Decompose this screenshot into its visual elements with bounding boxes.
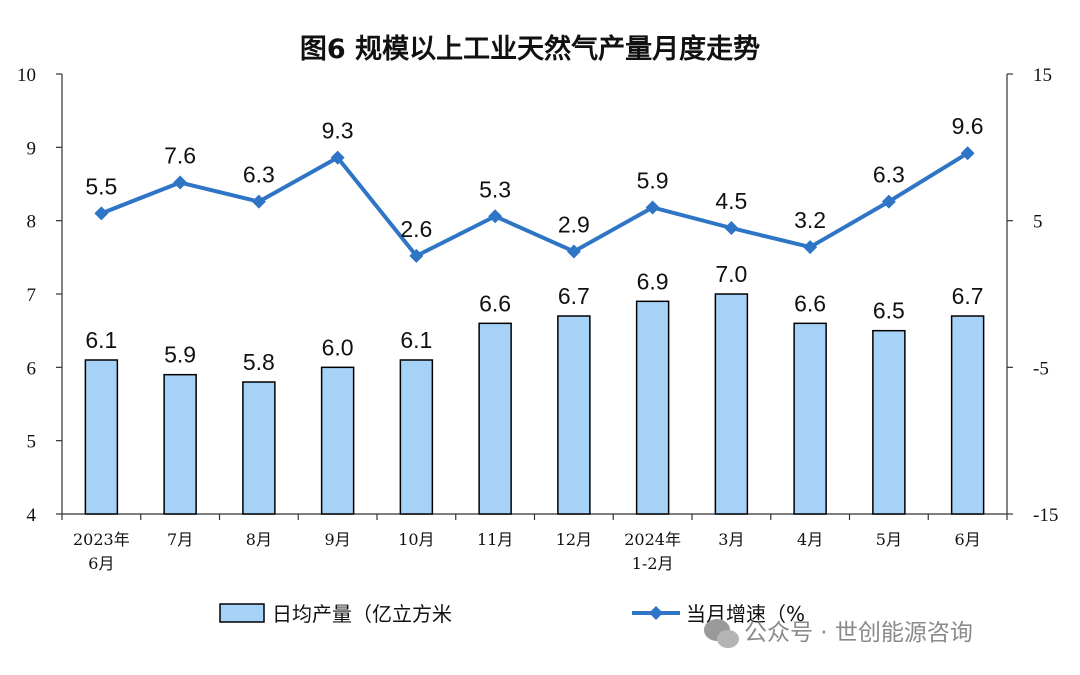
bar bbox=[793, 322, 827, 515]
x-tick-label: 8月 bbox=[246, 530, 272, 549]
legend-bar-label: 日均产量（亿立方米 bbox=[272, 602, 452, 626]
bar bbox=[478, 322, 512, 515]
x-tick-label: 12月 bbox=[556, 530, 592, 549]
y-left-tick-label: 5 bbox=[27, 432, 37, 453]
x-tick-label: 3月 bbox=[718, 530, 744, 549]
x-tick-label: 6月 bbox=[955, 530, 981, 549]
line-data-label: 6.3 bbox=[873, 162, 905, 188]
bar-data-label: 6.0 bbox=[322, 334, 354, 360]
line-data-label: 5.3 bbox=[479, 176, 511, 202]
y-left-tick-label: 6 bbox=[27, 358, 37, 379]
line-data-label: 2.9 bbox=[558, 211, 590, 237]
bar-data-label: 6.5 bbox=[873, 298, 905, 324]
bar bbox=[320, 366, 355, 515]
y-left-tick-label: 8 bbox=[27, 212, 37, 233]
bar-data-label: 6.9 bbox=[637, 268, 669, 294]
line-data-label: 9.6 bbox=[952, 113, 984, 139]
bar bbox=[557, 315, 591, 515]
bar-data-label: 6.6 bbox=[479, 290, 511, 316]
x-tick-label: 10月 bbox=[398, 530, 434, 549]
bar bbox=[84, 359, 119, 515]
y-left-tick-label: 9 bbox=[27, 138, 37, 159]
line-data-label: 9.3 bbox=[322, 118, 354, 144]
line-point bbox=[251, 194, 266, 209]
chart-title: 图6 规模以上工业天然气产量月度走势 bbox=[300, 33, 760, 65]
plot-area: 4 5 6 7 8 9 10 -15 -5 5 15 2023年 6月 7月 8月 9月 10月 11月 12月 20… bbox=[17, 65, 1058, 573]
x-tick-label: 6月 bbox=[88, 554, 114, 573]
bar bbox=[163, 373, 197, 515]
y-right-tick-label: 15 bbox=[1033, 65, 1052, 86]
y-right-tick-label: 5 bbox=[1033, 212, 1043, 233]
line-data-label: 2.6 bbox=[400, 216, 432, 242]
line-data-label: 7.6 bbox=[164, 143, 196, 169]
line-point bbox=[94, 206, 109, 221]
bar bbox=[242, 381, 276, 515]
watermark: 公众号 · 世创能源咨询 bbox=[704, 619, 973, 648]
line-point bbox=[488, 209, 503, 224]
bar-data-label: 6.1 bbox=[400, 327, 432, 353]
bar bbox=[950, 315, 985, 515]
line-data-label: 6.3 bbox=[243, 162, 275, 188]
x-tick-label: 2023年 bbox=[73, 530, 130, 549]
x-tick-label: 1-2月 bbox=[632, 554, 674, 573]
line-point bbox=[566, 244, 581, 259]
line-point bbox=[960, 146, 975, 161]
bar bbox=[872, 329, 906, 515]
bar bbox=[714, 293, 749, 515]
line-data-label: 4.5 bbox=[715, 188, 747, 214]
bar bbox=[635, 300, 670, 515]
bar-data-label: 6.1 bbox=[85, 327, 117, 353]
x-tick-label: 7月 bbox=[167, 530, 193, 549]
bar-data-label: 6.7 bbox=[952, 283, 984, 309]
legend-line-label: 当月增速（% bbox=[686, 602, 805, 626]
x-tick-label: 5月 bbox=[876, 530, 902, 549]
legend-line-marker bbox=[649, 606, 663, 620]
line-point bbox=[803, 240, 818, 255]
x-tick-label: 11月 bbox=[477, 530, 513, 549]
x-tick-label: 9月 bbox=[325, 530, 351, 549]
line-data-label: 5.9 bbox=[637, 167, 669, 193]
line-data-label: 3.2 bbox=[794, 207, 826, 233]
line-point bbox=[173, 175, 188, 190]
bar-data-label: 5.9 bbox=[164, 342, 196, 368]
y-right-tick-label: -5 bbox=[1033, 358, 1049, 379]
wechat-icon bbox=[704, 619, 739, 648]
y-left-tick-label: 7 bbox=[27, 285, 37, 306]
x-tick-label: 4月 bbox=[797, 530, 823, 549]
bar-data-label: 5.8 bbox=[243, 349, 275, 375]
line-point bbox=[881, 194, 896, 209]
y-right-tick-label: -15 bbox=[1033, 505, 1058, 526]
legend-bar-swatch bbox=[219, 603, 265, 623]
line-point bbox=[724, 221, 739, 235]
watermark-text: 公众号 · 世创能源咨询 bbox=[744, 620, 973, 646]
chart-legend: 日均产量（亿立方米 当月增速（% bbox=[219, 602, 805, 626]
x-tick-label: 2024年 bbox=[624, 530, 681, 549]
bar-data-label: 6.7 bbox=[558, 283, 590, 309]
y-left-tick-label: 4 bbox=[27, 505, 37, 526]
line-point bbox=[330, 150, 345, 165]
line-data-label: 5.5 bbox=[85, 173, 117, 199]
bar-data-label: 7.0 bbox=[715, 261, 747, 287]
line-point bbox=[645, 200, 660, 215]
growth-line bbox=[100, 151, 969, 258]
bar bbox=[399, 359, 434, 515]
y-left-tick-label: 10 bbox=[17, 65, 36, 86]
bar-data-label: 6.6 bbox=[794, 290, 826, 316]
line-point bbox=[409, 248, 424, 263]
